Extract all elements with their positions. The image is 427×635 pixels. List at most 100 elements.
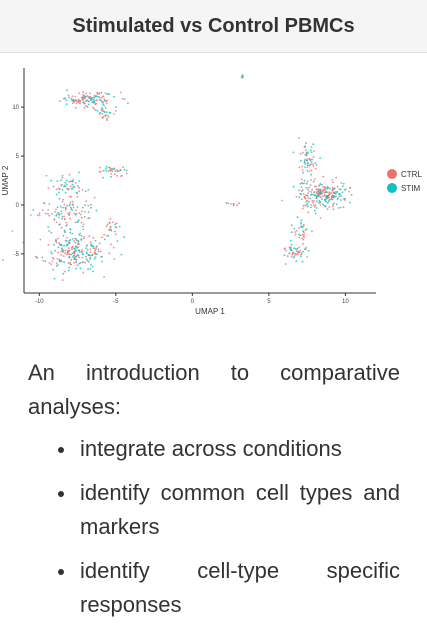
scatter-point-ctrl (332, 205, 334, 208)
scatter-point-ctrl (78, 256, 80, 259)
scatter-point-stim (312, 143, 315, 146)
scatter-point-stim (65, 225, 68, 227)
scatter-point-ctrl (295, 229, 298, 232)
scatter-point-stim (66, 251, 69, 254)
scatter-point-ctrl (113, 113, 115, 115)
scatter-point-ctrl (42, 260, 44, 262)
scatter-point-stim (307, 200, 310, 203)
scatter-point-ctrl (98, 171, 101, 173)
scatter-point-stim (85, 190, 87, 193)
scatter-point-stim (56, 264, 59, 266)
scatter-point-stim (90, 206, 92, 209)
bullet-dot (58, 491, 64, 497)
scatter-point-ctrl (310, 179, 312, 181)
scatter-point-stim (321, 192, 323, 195)
scatter-point-stim (306, 169, 309, 172)
scatter-point-ctrl (323, 189, 326, 192)
scatter-point-stim (53, 218, 56, 221)
legend-label-stim: STIM (401, 184, 420, 193)
scatter-point-stim (316, 200, 318, 203)
scatter-point-ctrl (348, 190, 350, 193)
scatter-point-stim (61, 176, 64, 179)
x-axis-label: UMAP 1 (195, 307, 225, 316)
scatter-point-ctrl (314, 185, 316, 188)
x-tick-label: 5 (267, 299, 271, 305)
scatter-point-ctrl (307, 211, 310, 214)
scatter-point-ctrl (300, 253, 303, 256)
scatter-point-stim (335, 203, 338, 206)
scatter-point-ctrl (310, 163, 312, 166)
scatter-point-ctrl (122, 166, 124, 169)
scatter-point-ctrl (103, 115, 105, 118)
scatter-point-ctrl (306, 152, 309, 155)
scatter-point-ctrl (55, 208, 57, 211)
scatter-point-ctrl (291, 253, 294, 256)
scatter-point-ctrl (79, 213, 82, 216)
scatter-point-stim (111, 168, 114, 171)
intro-paragraph: An introduction to comparative analyses: (28, 360, 400, 419)
scatter-point-stim (63, 229, 66, 232)
scatter-point-stim (68, 239, 71, 242)
scatter-point-ctrl (312, 204, 315, 207)
scatter-point-stim (72, 98, 75, 101)
scatter-point-stim (289, 248, 292, 250)
scatter-point-stim (63, 185, 65, 188)
scatter-point-stim (292, 256, 295, 259)
scatter-point-stim (302, 205, 305, 207)
scatter-point-stim (74, 238, 77, 240)
scatter-point-ctrl (103, 98, 106, 101)
scatter-point-stim (88, 97, 91, 100)
scatter-point-stim (89, 268, 92, 270)
scatter-point-ctrl (63, 215, 66, 218)
scatter-point-stim (92, 270, 94, 273)
scatter-point-stim (292, 185, 295, 188)
scatter-point-ctrl (314, 204, 317, 207)
scatter-point-ctrl (290, 255, 293, 258)
scatter-point-ctrl (72, 254, 75, 257)
bullet-item: identify common cell types and markers (52, 476, 400, 544)
scatter-point-ctrl (77, 101, 80, 104)
scatter-point-ctrl (105, 102, 108, 105)
scatter-point-stim (90, 245, 93, 248)
scatter-point-stim (307, 205, 309, 208)
scatter-point-stim (305, 142, 307, 144)
scatter-point-ctrl (38, 214, 41, 217)
scatter-point-ctrl (88, 100, 90, 102)
scatter-point-stim (66, 204, 69, 207)
scatter-point-stim (60, 259, 62, 262)
scatter-point-ctrl (50, 263, 53, 266)
scatter-point-stim (69, 231, 72, 234)
scatter-point-ctrl (108, 222, 111, 224)
scatter-point-ctrl (232, 202, 235, 205)
scatter-point-ctrl (238, 202, 240, 205)
scatter-point-ctrl (304, 204, 306, 207)
scatter-point-ctrl (93, 196, 96, 199)
scatter-point-stim (329, 187, 331, 190)
scatter-point-ctrl (85, 92, 88, 95)
scatter-point-ctrl (84, 210, 86, 213)
scatter-point-stim (293, 255, 296, 258)
scatter-point-ctrl (84, 104, 87, 107)
scatter-point-ctrl (301, 165, 304, 168)
y-axis-label: UMAP 2 (1, 165, 10, 195)
scatter-point-ctrl (108, 228, 111, 231)
scatter-point-stim (94, 256, 97, 258)
scatter-point-stim (90, 203, 92, 206)
scatter-point-ctrl (78, 187, 81, 189)
scatter-point-stim (65, 183, 68, 186)
scatter-point-ctrl (308, 190, 310, 192)
scatter-point-ctrl (58, 242, 60, 245)
scatter-point-ctrl (115, 222, 118, 225)
scatter-point-ctrl (308, 164, 311, 167)
scatter-point-stim (294, 247, 297, 250)
scatter-point-stim (125, 169, 128, 172)
scatter-point-stim (293, 247, 295, 250)
scatter-point-ctrl (65, 253, 68, 256)
scatter-point-stim (324, 199, 327, 202)
scatter-point-ctrl (298, 136, 300, 139)
scatter-point-stim (81, 206, 84, 209)
scatter-point-stim (298, 196, 301, 199)
scatter-point-stim (321, 203, 324, 206)
scatter-point-ctrl (112, 246, 115, 249)
scatter-point-ctrl (113, 173, 116, 175)
